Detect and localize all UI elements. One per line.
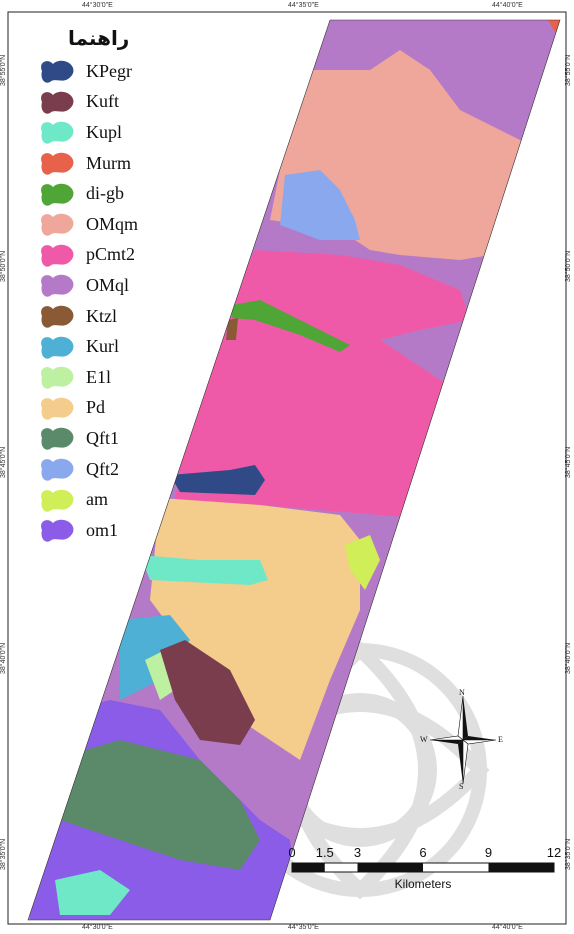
unit-Qft1 [50, 740, 260, 870]
scale-tick-label: 0 [288, 845, 296, 860]
legend-item-Qft2: Qft2 [30, 454, 180, 485]
legend-swatch-icon [41, 91, 74, 114]
coord-right-2: 38°50'0"N [565, 250, 572, 282]
coord-right-3: 38°45'0"N [565, 446, 572, 478]
legend-swatch-icon [41, 458, 74, 481]
legend-label: Kuft [86, 91, 119, 112]
coord-right-1: 38°55'0"N [565, 54, 572, 86]
legend-label: pCmt2 [86, 244, 136, 265]
compass-e: E [498, 735, 503, 744]
scale-tick-label: 1.5 [315, 845, 334, 860]
scale-tick-label: 3 [353, 845, 362, 860]
legend-swatch-icon [41, 152, 74, 175]
scale-tick-label: 6 [419, 845, 427, 860]
map-border [7, 11, 567, 925]
legend-item-am: am [30, 484, 180, 515]
scale-bar-graphic [291, 862, 555, 873]
legend-label: OMqm [86, 213, 139, 234]
coord-left-3: 38°45'0"N [0, 446, 7, 478]
legend-item-om1: om1 [30, 515, 180, 546]
coord-left-2: 38°50'0"N [0, 250, 7, 282]
legend-label: Murm [86, 152, 131, 173]
legend-item-Kuft: Kuft [30, 87, 180, 118]
legend-label: di-gb [86, 183, 124, 204]
compass-w: W [420, 735, 428, 744]
coord-left-4: 38°40'0"N [0, 642, 7, 674]
legend-item-Murm: Murm [30, 148, 180, 179]
compass-s: S [459, 782, 464, 791]
unit-Ktzl [226, 318, 238, 340]
legend-item-KPegr: KPegr [30, 56, 180, 87]
legend-swatch-icon [41, 367, 74, 389]
north-arrow: N S W E [420, 688, 503, 791]
unit-KPegr [170, 465, 265, 495]
legend-label: E1l [86, 366, 111, 387]
legend-swatch-icon [41, 214, 74, 236]
unit-di-gb [232, 300, 350, 352]
legend-item-OMqm: OMqm [30, 209, 180, 240]
legend-swatch-icon [41, 61, 74, 84]
unit-am [345, 535, 380, 590]
legend-item-Qft1: Qft1 [30, 423, 180, 454]
legend-label: Kurl [86, 336, 119, 357]
legend-label: am [86, 489, 108, 510]
legend-item-Ktzl: Ktzl [30, 301, 180, 332]
legend-item-pCmt2: pCmt2 [30, 240, 180, 271]
legend-label: Ktzl [86, 305, 117, 326]
scale-unit: Kilometers [394, 877, 452, 891]
legend-label: Pd [86, 397, 106, 418]
legend-label: Qft1 [86, 427, 119, 448]
legend-swatch-icon [41, 489, 74, 512]
coord-bottom-2: 44°35'0"E [288, 924, 319, 931]
legend-swatch-icon [41, 336, 74, 359]
legend-item-di-gb: di-gb [30, 178, 180, 209]
legend-item-OMql: OMql [30, 270, 180, 301]
coord-bottom-1: 44°30'0"E [82, 924, 113, 931]
legend-swatch-icon [41, 275, 74, 298]
legend-items: KPegr Kuft Kupl Murm di-gb OMqm pCmt2 OMql Ktzl K… [30, 56, 180, 546]
legend-label: Kupl [86, 121, 122, 142]
coord-right-4: 38°40'0"N [565, 642, 572, 674]
compass-rose-icon [429, 695, 497, 785]
legend-swatch-icon [41, 122, 74, 145]
coord-top-1: 44°30'0"E [82, 2, 113, 9]
legend-swatch-icon [41, 183, 74, 206]
legend-swatch-icon [41, 305, 74, 328]
coord-left-5: 38°35'0"N [0, 838, 7, 870]
legend-item-E1l: E1l [30, 362, 180, 393]
legend-item-Kupl: Kupl [30, 117, 180, 148]
unit-Kupl [140, 555, 268, 585]
legend-label: Qft2 [86, 458, 119, 479]
unit-Qft2 [280, 170, 360, 240]
legend: راهنما KPegr Kuft Kupl Murm di-gb OMqm pCmt2 OM… [30, 26, 180, 546]
legend-swatch-icon [41, 244, 74, 267]
legend-swatch-icon [41, 397, 74, 420]
legend-title: راهنما [68, 26, 130, 50]
scale-tick-label: 9 [484, 845, 493, 860]
strip-outline [27, 19, 561, 921]
legend-item-Pd: Pd [30, 393, 180, 424]
legend-label: om1 [86, 519, 119, 540]
unit-Kupl [55, 870, 130, 915]
legend-swatch-icon [41, 428, 74, 451]
coord-top-2: 44°35'0"E [288, 2, 319, 9]
unit-Kuft [160, 640, 255, 745]
coord-left-1: 38°55'0"N [0, 54, 7, 86]
compass-n: N [459, 688, 465, 697]
scale-tick-label: 12 [546, 845, 562, 860]
scale-bar: 0 1.5 3 6 9 12 Kilometers [288, 845, 562, 895]
legend-item-Kurl: Kurl [30, 331, 180, 362]
legend-label: KPegr [86, 60, 132, 81]
coord-bottom-3: 44°40'0"E [492, 924, 523, 931]
coord-top-3: 44°40'0"E [492, 2, 523, 9]
legend-swatch-icon [41, 520, 74, 542]
legend-label: OMql [86, 274, 130, 295]
coord-right-5: 38°35'0"N [565, 838, 572, 870]
